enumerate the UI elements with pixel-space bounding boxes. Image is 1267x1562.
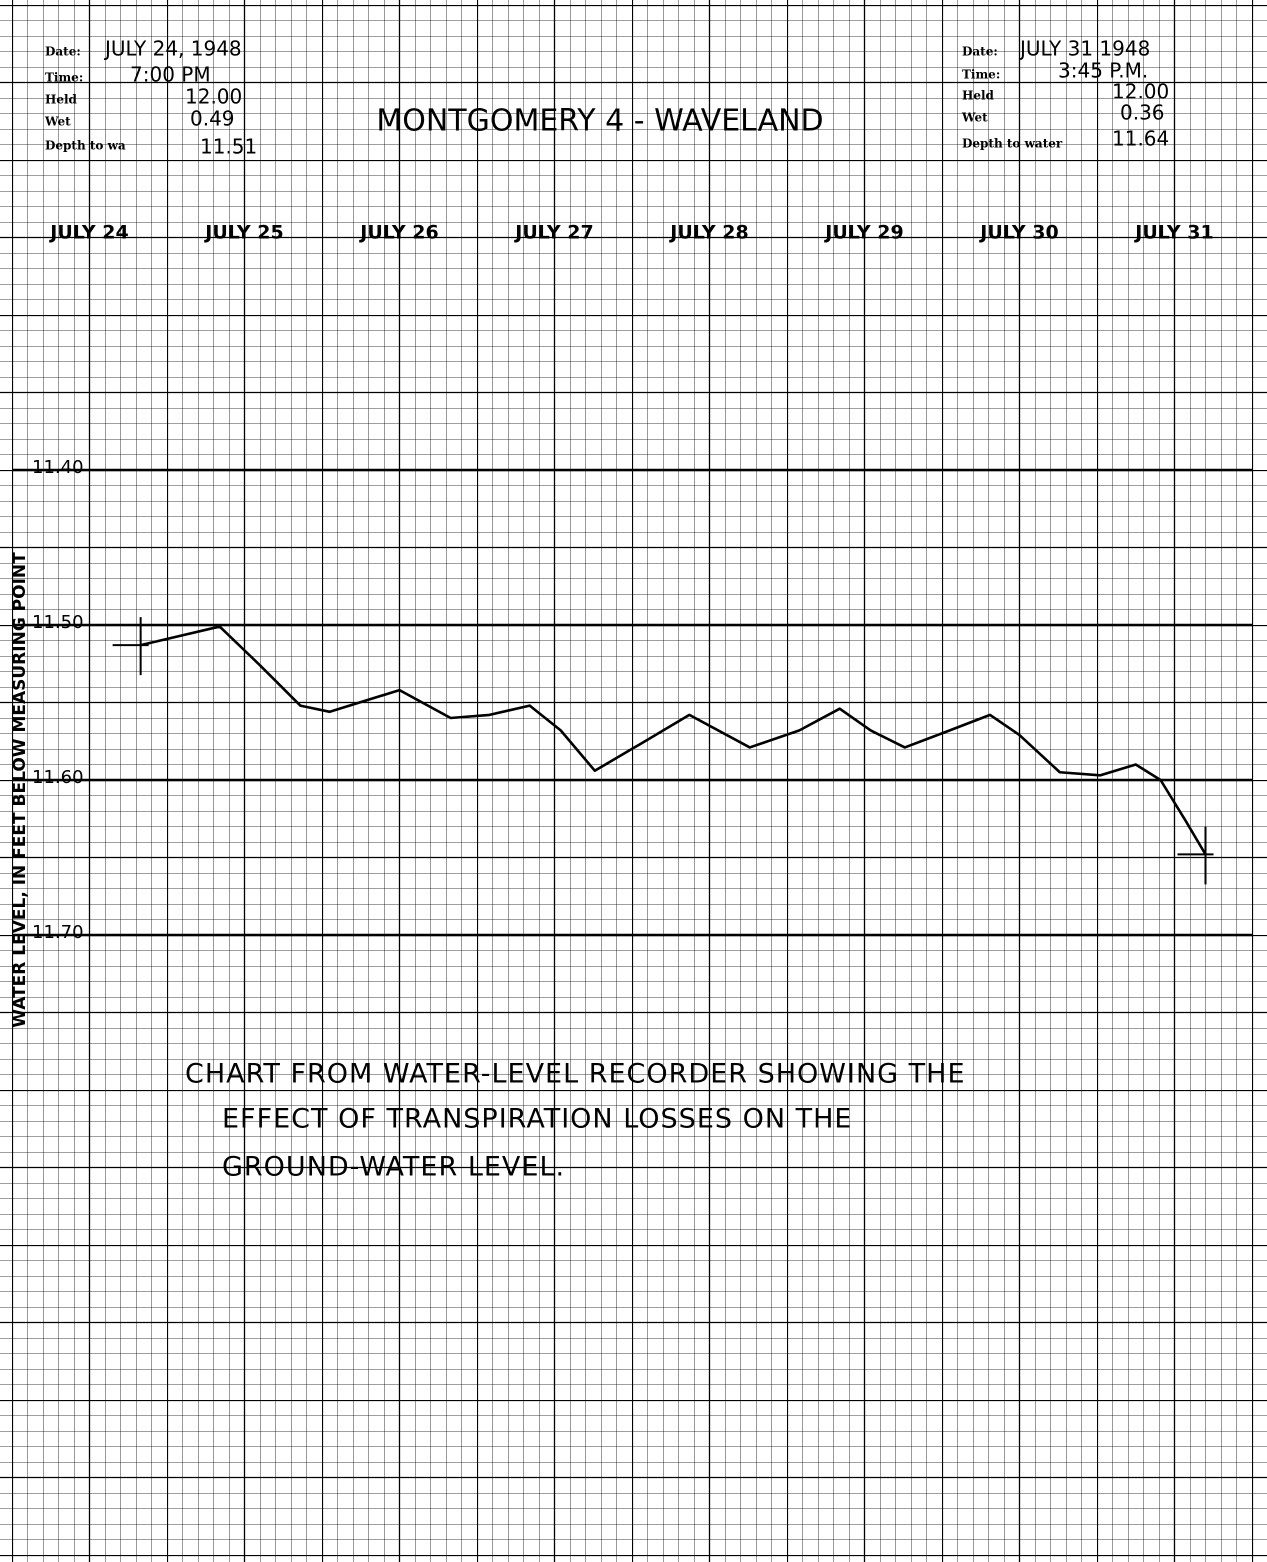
header-value: JULY 31 1948: [1018, 37, 1150, 61]
x-tick-label: JULY 31: [1133, 222, 1213, 244]
annotation: CHART FROM WATER-LEVEL RECORDER SHOWING …: [185, 1059, 966, 1090]
y-tick-label: 11.50: [32, 612, 84, 633]
header-label: Held: [45, 93, 78, 107]
header-label: Depth to water: [962, 137, 1063, 151]
x-tick-label: JULY 27: [513, 222, 593, 244]
annotation: EFFECT OF TRANSPIRATION LOSSES ON THE: [222, 1104, 853, 1135]
header-value: 11.64: [1112, 127, 1169, 151]
x-tick-label: JULY 28: [668, 222, 748, 244]
header-label: Date:: [962, 45, 998, 59]
annotation: GROUND-WATER LEVEL.: [222, 1152, 565, 1183]
y-tick-label: 11.40: [32, 457, 84, 478]
header-value: 3:45 P.M.: [1058, 59, 1148, 83]
x-tick-label: JULY 30: [978, 222, 1058, 244]
header-label: Time:: [45, 71, 83, 85]
x-tick-label: JULY 24: [48, 222, 128, 244]
end-marker: [1177, 826, 1214, 885]
header-value: 0.36: [1120, 101, 1165, 125]
header-label: Wet: [961, 111, 988, 125]
header-label: Wet: [44, 115, 71, 129]
header-label: Date:: [45, 45, 81, 59]
header-value: 7:00 PM: [130, 63, 211, 87]
y-tick-label: 11.70: [32, 922, 84, 943]
header-value: 12.00: [1112, 80, 1169, 104]
header-value: 11.51: [200, 135, 257, 159]
header-label: Held: [962, 89, 995, 103]
y-axis-label: WATER LEVEL, IN FEET BELOW MEASURING POI…: [10, 552, 30, 1028]
header-label: Depth to wa: [45, 139, 126, 153]
header-label: Time:: [962, 68, 1000, 82]
header-value: 12.00: [185, 85, 242, 109]
x-tick-label: JULY 25: [203, 222, 283, 244]
x-tick-label: JULY 29: [823, 222, 903, 244]
y-tick-label: 11.60: [32, 767, 84, 788]
chart-title: MONTGOMERY 4 - WAVELAND: [376, 104, 823, 139]
header-value: 0.49: [190, 107, 235, 131]
end-marker: [112, 617, 149, 676]
header-value: JULY 24, 1948: [103, 37, 242, 61]
x-tick-label: JULY 26: [358, 222, 438, 244]
water-level-line: [140, 625, 1207, 856]
